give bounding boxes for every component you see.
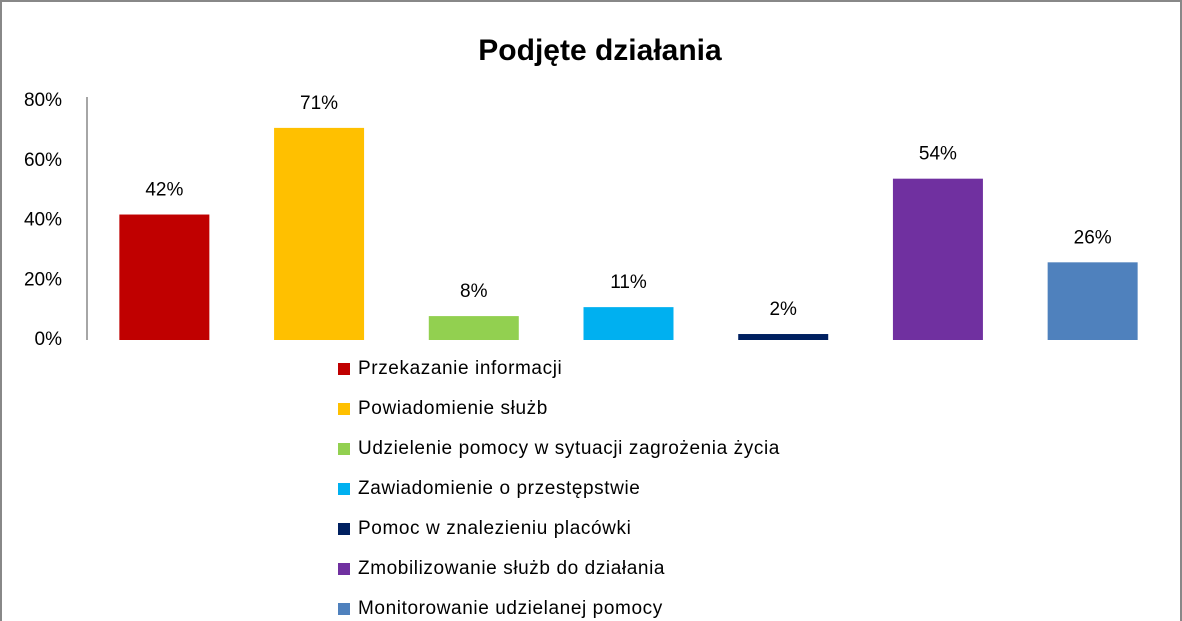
- chart-title: Podjęte działania: [478, 34, 722, 67]
- y-tick-label: 20%: [24, 269, 62, 290]
- y-tick-label: 40%: [24, 210, 62, 231]
- legend-label: Zmobilizowanie służb do działania: [358, 558, 665, 579]
- legend-swatch: [338, 363, 350, 375]
- legend-swatch: [338, 483, 350, 495]
- bar: [738, 334, 829, 340]
- legend-label: Przekazanie informacji: [358, 358, 562, 379]
- bar: [583, 307, 674, 340]
- bar: [428, 316, 519, 340]
- value-label: 42%: [145, 180, 183, 201]
- legend-swatch: [338, 563, 350, 575]
- bar: [1047, 262, 1138, 340]
- legend-swatch: [338, 403, 350, 415]
- y-tick-label: 0%: [35, 329, 63, 350]
- value-label: 54%: [919, 144, 957, 165]
- value-label: 2%: [769, 299, 797, 320]
- legend-swatch: [338, 443, 350, 455]
- bar: [274, 127, 365, 340]
- legend-label: Udzielenie pomocy w sytuacji zagrożenia …: [358, 438, 780, 459]
- legend-label: Zawiadomienie o przestępstwie: [358, 478, 640, 499]
- value-label: 26%: [1074, 227, 1112, 248]
- legend-swatch: [338, 523, 350, 535]
- bar: [892, 178, 983, 340]
- y-tick-label: 60%: [24, 150, 62, 171]
- bar: [119, 214, 210, 340]
- legend-swatch: [338, 603, 350, 615]
- legend-label: Pomoc w znalezieniu placówki: [358, 518, 631, 539]
- value-label: 11%: [610, 272, 647, 293]
- y-tick-label: 80%: [24, 90, 62, 111]
- legend-label: Powiadomienie służb: [358, 398, 548, 419]
- value-label: 8%: [460, 281, 488, 302]
- value-label: 71%: [300, 93, 338, 114]
- legend-label: Monitorowanie udzielanej pomocy: [358, 598, 663, 619]
